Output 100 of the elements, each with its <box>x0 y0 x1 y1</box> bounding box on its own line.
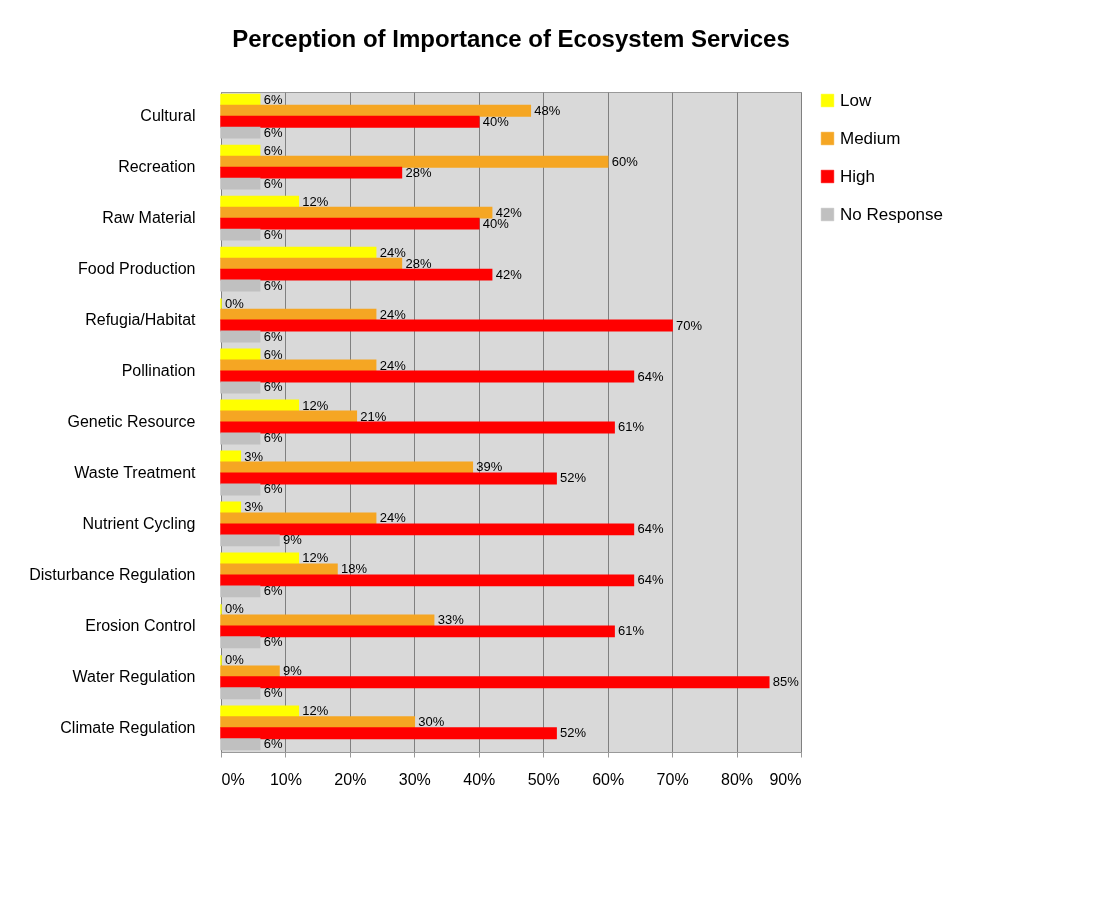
bar <box>220 665 280 678</box>
bar <box>220 155 609 168</box>
bar <box>220 552 300 565</box>
data-label: 24% <box>379 306 407 322</box>
chart-title: Perception of Importance of Ecosystem Services <box>232 25 790 52</box>
y-tick-label: Genetic Resource <box>67 413 196 430</box>
bar <box>220 738 261 751</box>
y-tick-label: Pollination <box>121 362 196 380</box>
bar <box>220 534 280 547</box>
data-label: 12% <box>302 703 329 719</box>
data-label: 48% <box>534 102 561 118</box>
data-label: 85% <box>772 674 800 690</box>
bar <box>220 166 403 179</box>
bar <box>220 217 480 230</box>
data-label: 0% <box>225 295 245 311</box>
data-label: 61% <box>618 419 645 435</box>
bar <box>220 279 261 292</box>
x-tick-label: 90% <box>769 770 802 788</box>
data-label: 60% <box>611 153 639 169</box>
data-label: 6% <box>263 736 283 752</box>
data-label: 18% <box>341 561 368 577</box>
data-label: 12% <box>302 193 329 209</box>
data-label: 3% <box>244 499 264 515</box>
bar <box>220 319 673 332</box>
bar <box>220 563 338 576</box>
bar <box>220 705 300 718</box>
bar <box>220 432 261 445</box>
data-label: 42% <box>495 204 523 220</box>
bar <box>220 144 261 157</box>
data-label: 6% <box>263 124 283 140</box>
data-label: 0% <box>225 652 245 668</box>
bar <box>220 410 358 423</box>
y-tick-label: Nutrient Cycling <box>82 514 196 532</box>
data-label: 28% <box>405 164 432 180</box>
x-tick-label: 40% <box>463 770 496 788</box>
y-tick-label: Water Regulation <box>72 667 196 685</box>
data-label: 42% <box>495 266 523 282</box>
bar <box>220 308 377 321</box>
x-tick-label: 70% <box>656 770 689 788</box>
bar <box>220 268 493 281</box>
data-label: 24% <box>379 244 407 260</box>
data-label: 6% <box>263 277 283 293</box>
legend-label: Low <box>840 90 872 110</box>
bar <box>220 614 435 627</box>
legend-label: No Response <box>840 204 944 224</box>
x-tick-label: 80% <box>721 770 754 788</box>
y-tick-label: Cultural <box>140 107 196 125</box>
x-tick-label: 30% <box>398 770 431 788</box>
bar <box>220 523 635 536</box>
bar <box>220 206 493 219</box>
data-label: 9% <box>283 663 303 679</box>
bar <box>220 636 261 649</box>
bar <box>220 348 261 361</box>
x-tick-label: 20% <box>334 770 367 788</box>
bar <box>220 472 557 485</box>
data-label: 33% <box>437 612 465 628</box>
bar <box>220 115 480 128</box>
data-label: 24% <box>379 510 407 526</box>
bar <box>220 421 615 434</box>
y-tick-label: Food Production <box>78 260 196 278</box>
y-tick-label: Raw Material <box>102 209 196 227</box>
bar <box>220 512 377 525</box>
data-label: 40% <box>482 113 510 129</box>
bar <box>220 370 635 383</box>
data-label: 28% <box>405 255 432 271</box>
bar <box>220 104 532 117</box>
data-label: 6% <box>263 226 283 242</box>
y-tick-label: Disturbance Regulation <box>29 565 196 583</box>
data-label: 6% <box>263 175 283 191</box>
bar <box>220 93 261 106</box>
x-tick-label: 10% <box>269 770 302 788</box>
data-label: 24% <box>379 357 407 373</box>
bar <box>220 330 261 343</box>
data-label: 12% <box>302 397 329 413</box>
data-label: 52% <box>560 725 587 741</box>
data-label: 12% <box>302 550 329 566</box>
data-label: 30% <box>418 714 445 730</box>
bar <box>220 381 261 394</box>
data-label: 64% <box>637 368 664 384</box>
bar <box>220 195 300 208</box>
data-label: 6% <box>263 91 283 107</box>
y-tick-label: Climate Regulation <box>60 718 196 736</box>
data-label: 6% <box>263 685 283 701</box>
legend-label: High <box>840 166 875 186</box>
legend-label: Medium <box>840 128 901 148</box>
bar <box>220 687 261 700</box>
data-label: 6% <box>263 346 283 362</box>
data-label: 70% <box>676 317 703 333</box>
data-label: 64% <box>637 521 664 537</box>
data-label: 6% <box>263 379 283 395</box>
bar <box>220 483 261 496</box>
bar <box>220 246 377 259</box>
data-label: 3% <box>244 448 264 464</box>
bar <box>220 359 377 372</box>
data-label: 6% <box>263 328 283 344</box>
x-tick-label: 0% <box>221 770 245 788</box>
data-label: 6% <box>263 481 283 497</box>
y-tick-label: Waste Treatment <box>74 463 197 481</box>
bar <box>220 676 770 689</box>
bar <box>220 177 261 190</box>
